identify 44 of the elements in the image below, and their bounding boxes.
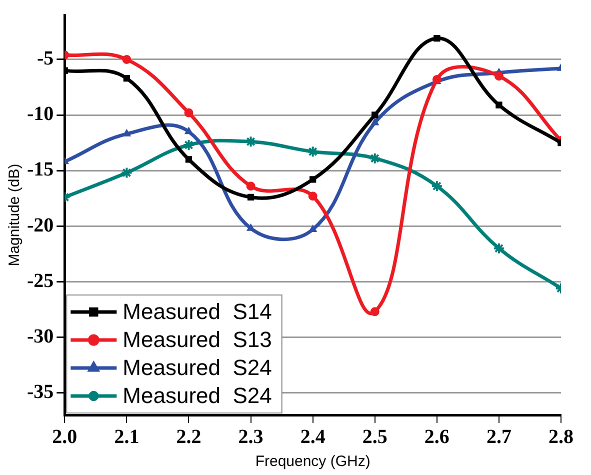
point bbox=[370, 307, 380, 316]
y-tick-label: -20 bbox=[26, 214, 54, 236]
x-tick-label: 2.6 bbox=[424, 426, 450, 448]
point bbox=[310, 176, 316, 183]
point bbox=[308, 192, 318, 201]
x-tick-label: 2.4 bbox=[300, 426, 326, 448]
y-tick-label: -5 bbox=[36, 48, 54, 70]
point bbox=[120, 166, 133, 179]
x-tick-label: 2.1 bbox=[114, 426, 140, 448]
x-tick-label: 2.0 bbox=[52, 426, 78, 448]
point bbox=[430, 180, 443, 192]
y-axis-title: Magnitude (dB) bbox=[6, 164, 24, 266]
point bbox=[246, 224, 255, 231]
point bbox=[492, 242, 505, 254]
x-tick-label: 2.7 bbox=[486, 426, 512, 448]
point bbox=[494, 72, 504, 81]
point bbox=[246, 182, 256, 191]
legend-label: Measured S14 bbox=[122, 299, 272, 324]
point bbox=[496, 102, 502, 108]
x-tick-label: 2.3 bbox=[238, 426, 264, 448]
point bbox=[122, 54, 132, 64]
y-tick-label: -15 bbox=[26, 158, 54, 181]
point bbox=[308, 224, 317, 232]
x-tick-label: 2.8 bbox=[548, 426, 574, 448]
point bbox=[370, 118, 379, 126]
legend-label: Measured S24 bbox=[122, 383, 272, 408]
point bbox=[185, 156, 192, 163]
y-tick-label: -35 bbox=[26, 380, 54, 403]
point bbox=[247, 194, 254, 201]
point bbox=[182, 139, 195, 151]
point bbox=[372, 112, 378, 118]
y-tick-label: -10 bbox=[26, 103, 54, 126]
x-axis-title: Frequency (GHz) bbox=[255, 453, 370, 470]
point bbox=[184, 127, 193, 134]
legend-label: Measured S13 bbox=[122, 327, 272, 352]
point bbox=[123, 75, 130, 82]
y-tick-label: -25 bbox=[26, 270, 54, 292]
legend-label: Measured S24 bbox=[122, 355, 272, 380]
point bbox=[434, 35, 440, 42]
x-tick-label: 2.2 bbox=[176, 426, 202, 448]
x-tick-label: 2.5 bbox=[362, 426, 388, 448]
point bbox=[368, 152, 381, 164]
point bbox=[184, 108, 194, 118]
y-tick-label: -30 bbox=[26, 325, 54, 348]
